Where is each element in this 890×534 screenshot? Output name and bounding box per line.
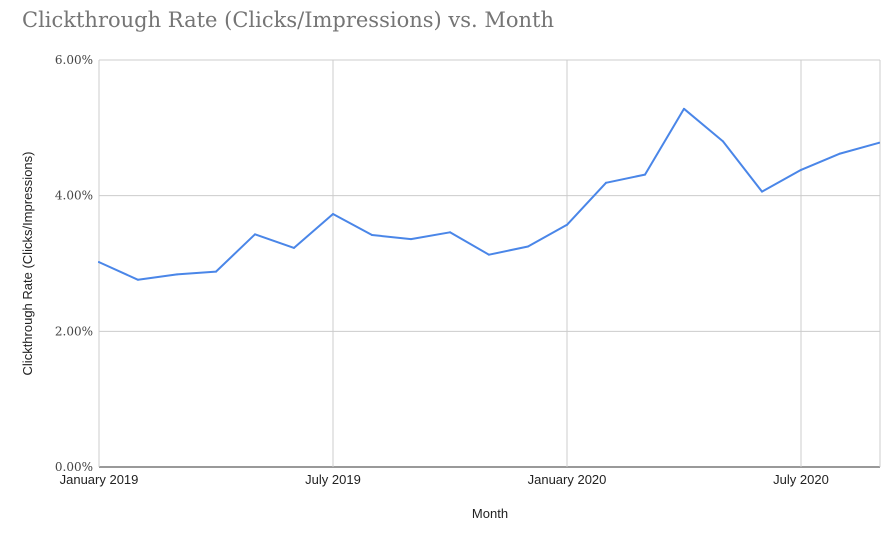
y-tick-label: 0.00%: [55, 460, 93, 474]
data-point: [410, 238, 412, 241]
data-point: [722, 140, 724, 143]
data-point: [332, 212, 334, 215]
data-point: [488, 253, 490, 256]
data-point: [371, 234, 373, 237]
data-point: [839, 152, 841, 155]
y-tick-label: 2.00%: [55, 324, 93, 338]
x-axis-label: Month: [472, 506, 508, 521]
y-tick-label: 6.00%: [55, 53, 93, 67]
data-point: [605, 181, 607, 184]
data-point: [98, 261, 100, 264]
y-tick-label: 4.00%: [55, 189, 93, 203]
data-point: [449, 231, 451, 234]
data-point: [527, 245, 529, 248]
data-point: [566, 223, 568, 226]
x-tick-label: January 2020: [528, 472, 607, 487]
x-tick-label: January 2019: [60, 472, 139, 487]
data-point: [644, 173, 646, 176]
data-point: [683, 107, 685, 110]
data-point: [176, 273, 178, 276]
data-point: [293, 246, 295, 249]
data-point: [878, 141, 880, 144]
x-tick-label: July 2020: [773, 472, 829, 487]
data-point: [800, 168, 802, 171]
data-point: [137, 278, 139, 281]
chart-title: Clickthrough Rate (Clicks/Impressions) v…: [22, 8, 555, 32]
y-axis-label: Clickthrough Rate (Clicks/Impressions): [20, 152, 35, 376]
x-tick-label: July 2019: [305, 472, 361, 487]
data-point: [254, 233, 256, 236]
data-point: [761, 190, 763, 193]
data-point: [215, 270, 217, 273]
